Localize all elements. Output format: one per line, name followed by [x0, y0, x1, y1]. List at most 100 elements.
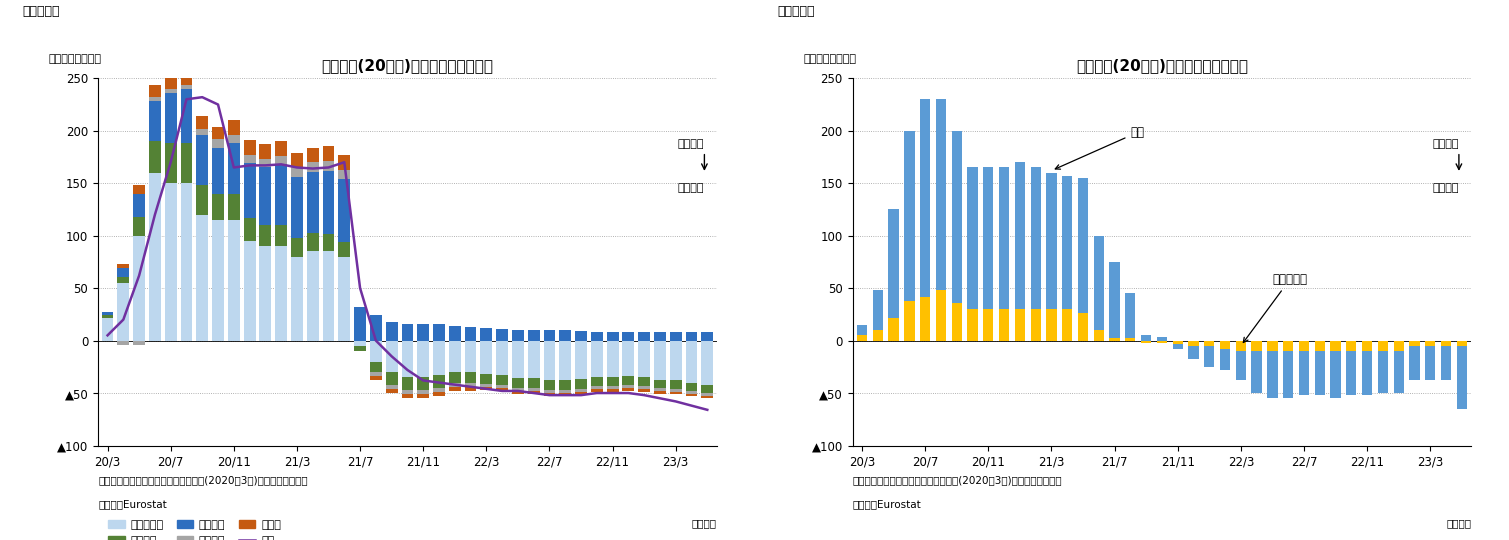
- Text: 失業者減: 失業者減: [1432, 184, 1459, 193]
- Bar: [872, 330, 883, 341]
- Bar: [1299, 341, 1310, 395]
- Bar: [338, 256, 350, 341]
- Bar: [323, 234, 335, 252]
- Bar: [1251, 341, 1262, 393]
- Bar: [196, 135, 208, 185]
- Bar: [872, 290, 883, 341]
- Bar: [448, 382, 460, 387]
- Bar: [592, 386, 602, 389]
- Bar: [118, 268, 130, 276]
- Text: 失業者増: 失業者増: [1432, 139, 1459, 150]
- Bar: [1126, 293, 1135, 341]
- Bar: [401, 390, 413, 394]
- Bar: [275, 141, 287, 156]
- Bar: [101, 318, 113, 341]
- Bar: [607, 389, 619, 392]
- Bar: [228, 143, 240, 194]
- Text: うち若年層: うち若年層: [1243, 273, 1307, 342]
- Bar: [1456, 341, 1467, 409]
- Bar: [1236, 341, 1246, 351]
- Bar: [1094, 235, 1105, 341]
- Bar: [1268, 341, 1278, 399]
- Bar: [338, 155, 350, 170]
- Bar: [275, 156, 287, 164]
- Bar: [418, 377, 429, 390]
- Text: （月次）: （月次）: [691, 518, 717, 529]
- Bar: [560, 381, 572, 390]
- Bar: [685, 382, 697, 391]
- Bar: [164, 89, 177, 93]
- Bar: [338, 170, 350, 179]
- Text: （資料）Eurostat: （資料）Eurostat: [98, 500, 167, 510]
- Bar: [1109, 339, 1120, 341]
- Bar: [512, 379, 524, 388]
- Bar: [1441, 341, 1452, 381]
- Bar: [1346, 341, 1357, 395]
- Bar: [607, 377, 619, 386]
- Bar: [101, 312, 113, 315]
- Bar: [1393, 341, 1403, 351]
- Bar: [702, 341, 714, 384]
- Bar: [260, 225, 272, 246]
- 全体: [445, 381, 463, 388]
- Bar: [149, 97, 161, 102]
- 全体: [430, 379, 448, 386]
- Bar: [560, 393, 572, 396]
- 全体: [272, 161, 290, 167]
- Bar: [181, 143, 192, 183]
- Bar: [418, 324, 429, 341]
- Bar: [1299, 341, 1310, 351]
- Bar: [653, 341, 665, 381]
- Bar: [1141, 341, 1151, 343]
- Bar: [133, 185, 145, 194]
- Bar: [496, 388, 509, 391]
- Bar: [1062, 176, 1073, 341]
- Bar: [181, 89, 192, 143]
- Bar: [386, 322, 397, 341]
- Bar: [386, 384, 397, 389]
- Bar: [118, 264, 130, 268]
- 全体: [257, 162, 275, 168]
- Bar: [560, 341, 572, 381]
- Bar: [623, 341, 634, 376]
- 全体: [493, 388, 512, 394]
- Bar: [1251, 341, 1262, 351]
- 全体: [413, 377, 432, 384]
- Bar: [1283, 341, 1293, 351]
- Bar: [306, 172, 318, 233]
- Bar: [607, 332, 619, 341]
- Bar: [448, 326, 460, 341]
- Bar: [1014, 162, 1025, 341]
- Bar: [306, 252, 318, 341]
- Bar: [528, 379, 540, 388]
- Bar: [480, 374, 492, 383]
- Bar: [857, 325, 868, 341]
- Bar: [999, 167, 1010, 341]
- Bar: [685, 391, 697, 394]
- Bar: [592, 332, 602, 341]
- Bar: [575, 389, 587, 392]
- Bar: [904, 131, 914, 341]
- Bar: [592, 341, 602, 377]
- Bar: [575, 341, 587, 380]
- Bar: [543, 341, 555, 381]
- Text: （基準差、万人）: （基準差、万人）: [803, 53, 856, 64]
- 全体: [667, 398, 685, 404]
- Bar: [1268, 341, 1278, 351]
- Bar: [401, 394, 413, 399]
- 全体: [477, 386, 495, 392]
- Bar: [338, 179, 350, 242]
- 全体: [320, 164, 338, 171]
- 全体: [462, 383, 480, 390]
- Bar: [1314, 341, 1325, 395]
- Bar: [181, 85, 192, 89]
- Bar: [181, 72, 192, 85]
- 全体: [619, 390, 637, 396]
- Bar: [670, 389, 682, 392]
- 全体: [240, 162, 258, 168]
- Line: 全体: 全体: [107, 97, 708, 410]
- Bar: [164, 143, 177, 183]
- Bar: [149, 173, 161, 341]
- Bar: [306, 162, 318, 172]
- Bar: [1441, 341, 1452, 346]
